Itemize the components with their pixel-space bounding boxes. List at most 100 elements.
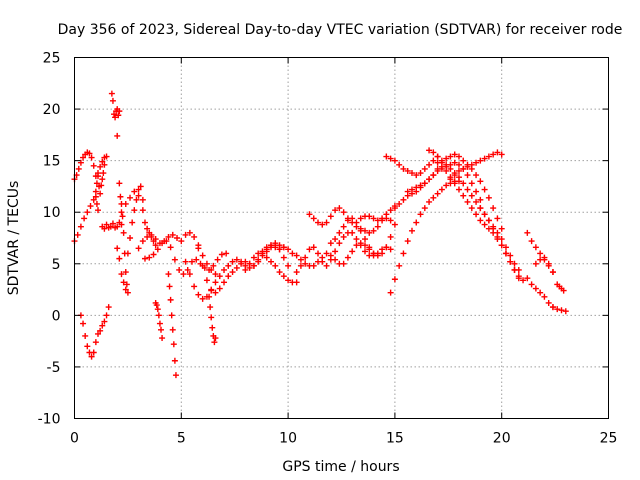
data-point bbox=[562, 308, 569, 315]
data-point bbox=[438, 163, 445, 170]
data-point bbox=[212, 279, 219, 286]
data-point bbox=[361, 236, 368, 243]
data-point bbox=[327, 213, 334, 220]
data-point bbox=[180, 271, 187, 278]
data-point bbox=[524, 275, 531, 282]
data-point bbox=[229, 269, 236, 276]
data-point bbox=[101, 161, 108, 168]
data-point bbox=[263, 246, 270, 253]
data-point bbox=[490, 151, 497, 158]
data-point bbox=[468, 180, 475, 187]
data-point bbox=[473, 159, 480, 166]
data-point bbox=[169, 231, 176, 238]
data-point bbox=[408, 227, 415, 234]
data-point bbox=[137, 183, 144, 190]
data-point bbox=[141, 255, 148, 262]
series-track-26 bbox=[404, 151, 505, 232]
data-point bbox=[99, 158, 106, 165]
data-point bbox=[447, 176, 454, 183]
data-point bbox=[152, 236, 159, 243]
data-point bbox=[464, 163, 471, 170]
data-point bbox=[208, 314, 215, 321]
data-point bbox=[109, 97, 116, 104]
data-point bbox=[210, 262, 217, 269]
data-point bbox=[332, 207, 339, 214]
data-point bbox=[250, 254, 257, 261]
data-point bbox=[199, 262, 206, 269]
data-point bbox=[340, 209, 347, 216]
data-point bbox=[370, 250, 377, 257]
data-point bbox=[272, 262, 279, 269]
data-point bbox=[460, 157, 467, 164]
data-point bbox=[74, 231, 81, 238]
data-point bbox=[93, 180, 100, 187]
series-track-3 bbox=[77, 304, 112, 360]
data-point bbox=[285, 262, 292, 269]
series-track-7 bbox=[114, 132, 131, 296]
data-point bbox=[443, 161, 450, 168]
data-point bbox=[532, 244, 539, 251]
data-point bbox=[468, 161, 475, 168]
data-point bbox=[336, 229, 343, 236]
data-point bbox=[285, 277, 292, 284]
data-point bbox=[122, 269, 129, 276]
data-point bbox=[123, 281, 130, 288]
data-point bbox=[103, 153, 110, 160]
data-point bbox=[297, 256, 304, 263]
data-point bbox=[92, 339, 99, 346]
data-point bbox=[498, 151, 505, 158]
data-point bbox=[430, 172, 437, 179]
data-point bbox=[84, 209, 91, 216]
data-point bbox=[353, 236, 360, 243]
data-point bbox=[353, 219, 360, 226]
data-point bbox=[323, 262, 330, 269]
data-point bbox=[116, 255, 123, 262]
series-track-29 bbox=[447, 149, 505, 183]
data-point bbox=[114, 245, 121, 252]
data-point bbox=[118, 221, 125, 228]
data-point bbox=[218, 251, 225, 258]
data-point bbox=[541, 254, 548, 261]
data-point bbox=[214, 256, 221, 263]
data-point bbox=[280, 254, 287, 261]
data-point bbox=[387, 233, 394, 240]
data-point bbox=[477, 205, 484, 212]
data-point bbox=[494, 149, 501, 156]
data-point bbox=[120, 229, 127, 236]
data-point bbox=[98, 182, 105, 189]
data-point bbox=[438, 157, 445, 164]
data-point bbox=[146, 254, 153, 261]
data-point bbox=[383, 153, 390, 160]
grid-lines bbox=[74, 57, 609, 419]
data-point bbox=[426, 147, 433, 154]
data-point bbox=[139, 207, 146, 214]
data-point bbox=[221, 279, 228, 286]
data-point bbox=[494, 215, 501, 222]
data-point bbox=[103, 312, 110, 319]
y-tick-label: 5 bbox=[52, 257, 61, 273]
data-point bbox=[408, 186, 415, 193]
data-point bbox=[344, 254, 351, 261]
data-point bbox=[426, 161, 433, 168]
data-point bbox=[310, 244, 317, 251]
data-point bbox=[82, 332, 89, 339]
data-point bbox=[443, 167, 450, 174]
data-point bbox=[242, 258, 249, 265]
series-track-18 bbox=[263, 240, 377, 269]
data-point bbox=[336, 205, 343, 212]
x-tick-label: 25 bbox=[600, 431, 618, 447]
x-tick-label: 15 bbox=[386, 431, 404, 447]
data-point bbox=[357, 227, 364, 234]
data-point bbox=[144, 233, 151, 240]
data-point bbox=[170, 341, 177, 348]
data-point bbox=[135, 245, 142, 252]
data-point bbox=[387, 246, 394, 253]
data-point bbox=[153, 302, 160, 309]
data-point bbox=[186, 271, 193, 278]
data-point bbox=[165, 233, 172, 240]
data-point bbox=[238, 260, 245, 267]
data-point bbox=[455, 186, 462, 193]
data-point bbox=[141, 219, 148, 226]
data-point bbox=[340, 260, 347, 267]
data-point bbox=[135, 192, 142, 199]
